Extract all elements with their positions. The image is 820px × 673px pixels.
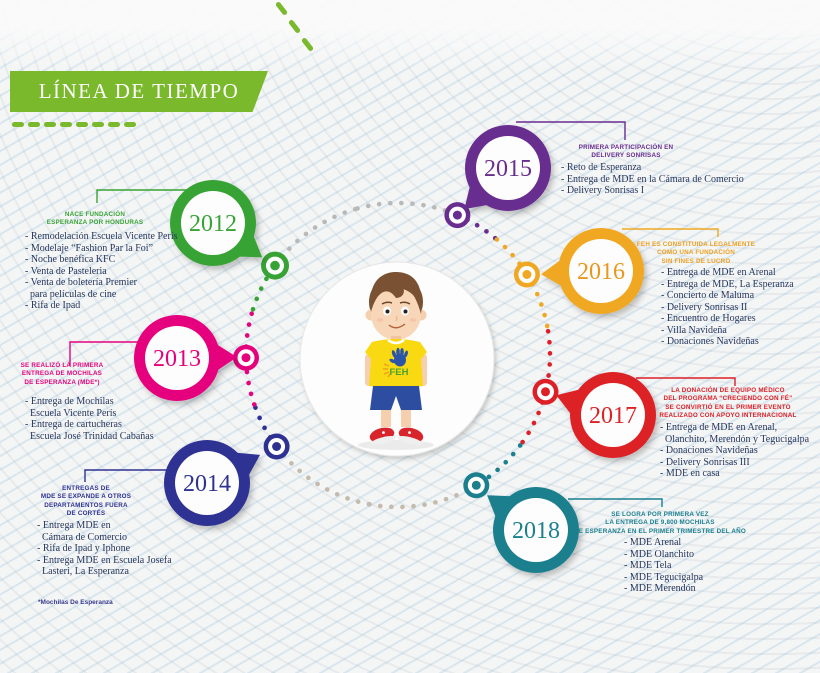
items-2015: - Reto de Esperanza - Entrega de MDE en … xyxy=(561,162,744,196)
connector-lines xyxy=(69,121,736,507)
shirt-handprint-logo xyxy=(389,347,408,367)
title-banner: LÍNEA DE TIEMPO xyxy=(10,71,268,112)
ring-target-markers xyxy=(233,202,559,499)
header-2017: LA DONACIÓN DE EQUIPO MÉDICO DEL PROGRAM… xyxy=(659,387,797,419)
header-2013: SE REALIZÓ LA PRIMERA ENTREGA DE MOCHILA… xyxy=(20,362,104,386)
year-2016-label: 2016 xyxy=(577,259,625,285)
year-2017-label: 2017 xyxy=(589,403,637,429)
year-bubble-2014: 2014 xyxy=(164,440,261,526)
boy-shorts xyxy=(370,386,422,410)
target-2014-marker xyxy=(263,433,290,460)
target-2012-marker xyxy=(261,251,289,280)
footnote: *Mochilas De Esperanza xyxy=(38,599,113,606)
boy-illustration: FEH xyxy=(358,272,434,450)
year-bubble-2012: 2012 xyxy=(170,180,263,266)
shirt-logo-text: FEH xyxy=(390,367,409,378)
boy-face xyxy=(371,288,421,340)
header-2014: ENTREGAS DE MDE SE EXPANDE A OTROS DEPAR… xyxy=(40,485,132,517)
year-2012-label: 2012 xyxy=(189,211,237,237)
year-2014-label: 2014 xyxy=(183,471,231,497)
header-2015: PRIMERA PARTICIPACIÓN EN DELIVERY SONRIS… xyxy=(578,144,674,160)
items-2013: - Entrega de Mochilas Escuela Vicente Pe… xyxy=(25,396,154,442)
header-2016: FEH ES CONSTITUIDA LEGALMENTE COMO UNA F… xyxy=(636,241,756,265)
items-2016: - Entrega de MDE en Arenal - Entrega de … xyxy=(661,267,794,347)
boy-shoes xyxy=(369,427,424,445)
header-2018: SE LOGRA POR PRIMERA VEZ LA ENTREGA DE 9… xyxy=(574,511,746,535)
year-bubble-2017: 2017 xyxy=(556,372,656,458)
target-2015-marker xyxy=(444,202,471,229)
year-bubble-2018: 2018 xyxy=(487,487,579,573)
header-2012: NACE FUNDACIÓN ESPERANZA POR HONDURAS xyxy=(46,211,144,227)
year-2015-label: 2015 xyxy=(484,156,532,182)
items-2014: - Entrega MDE en Cámara de Comercio - Ri… xyxy=(37,520,172,577)
items-2017: - Entrega de MDE en Arenal, Olanchito, M… xyxy=(660,422,810,479)
shirt-sun-rays xyxy=(383,363,392,378)
target-2017-marker xyxy=(532,378,559,405)
year-bubble-2013: 2013 xyxy=(134,315,237,401)
target-2016-marker xyxy=(513,261,540,288)
banner-dashes xyxy=(12,122,136,127)
year-2013-label: 2013 xyxy=(153,346,201,372)
items-2012: - Remodelación Escuela Vicente Perís - M… xyxy=(25,231,178,311)
year-bubble-2016: 2016 xyxy=(541,228,644,314)
page-title: LÍNEA DE TIEMPO xyxy=(38,79,240,103)
target-2013-marker xyxy=(233,344,259,371)
year-2018-label: 2018 xyxy=(512,518,560,544)
target-2018-marker xyxy=(463,472,490,499)
items-2018: - MDE Arenal - MDE Olanchito - MDE Tela … xyxy=(624,537,704,594)
year-bubble-2015: 2015 xyxy=(464,125,551,211)
